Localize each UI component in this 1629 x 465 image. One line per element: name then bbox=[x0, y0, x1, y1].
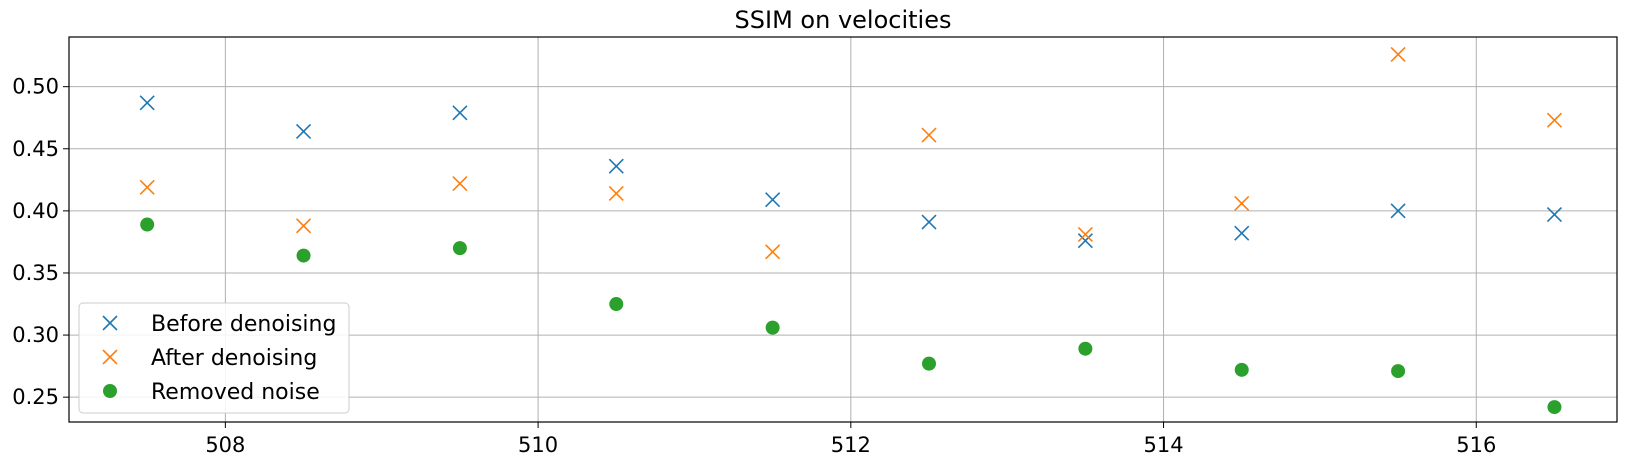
data-point-circle bbox=[609, 297, 624, 312]
legend-marker bbox=[103, 384, 117, 398]
chart-title: SSIM on velocities bbox=[735, 6, 952, 34]
series-2 bbox=[139, 46, 1563, 260]
data-point-x-marker bbox=[295, 218, 312, 234]
x-tick-label: 514 bbox=[1143, 433, 1183, 457]
legend: Before denoising After denoising Removed n… bbox=[78, 302, 350, 414]
legend-label: Before denoising bbox=[151, 312, 336, 337]
data-point-circle bbox=[296, 248, 311, 263]
data-marks bbox=[139, 46, 1563, 415]
y-tick-label: 0.50 bbox=[12, 75, 59, 99]
data-point-circle bbox=[922, 356, 936, 371]
data-point-x-marker bbox=[452, 105, 468, 121]
data-point-x-marker bbox=[1077, 233, 1093, 249]
series-3 bbox=[140, 217, 1562, 415]
x-tick-label: 512 bbox=[831, 433, 871, 457]
data-point-x-marker bbox=[1077, 226, 1093, 243]
data-point-circle bbox=[1391, 364, 1406, 379]
data-point-circle bbox=[765, 320, 780, 335]
data-point-x-marker bbox=[295, 123, 312, 139]
x-tick-label: 510 bbox=[518, 433, 558, 457]
y-tick-label: 0.25 bbox=[12, 385, 59, 409]
data-point-x-marker bbox=[765, 244, 781, 260]
data-point-x-marker bbox=[452, 175, 468, 192]
legend-label: Removed noise bbox=[151, 380, 320, 405]
y-tick-label: 0.35 bbox=[12, 261, 59, 285]
data-point-x-marker bbox=[1390, 203, 1406, 219]
data-point-x-marker bbox=[1234, 195, 1250, 211]
legend-label: After denoising bbox=[151, 346, 317, 371]
data-point-x-marker bbox=[921, 127, 937, 143]
y-tick-label: 0.40 bbox=[12, 199, 59, 223]
data-point-x-marker bbox=[608, 185, 624, 202]
data-point-x-marker bbox=[139, 179, 155, 195]
data-point-circle bbox=[452, 241, 467, 256]
axis-ticks: 508 510 512 514 516 0.25 0.30 0.35 0.40 0.45 0.50 bbox=[12, 75, 1496, 457]
data-point-x-marker bbox=[765, 192, 781, 208]
x-tick-label: 508 bbox=[205, 433, 245, 457]
y-tick-label: 0.30 bbox=[12, 323, 59, 347]
data-point-circle bbox=[1078, 341, 1093, 356]
data-point-x-marker bbox=[1390, 46, 1406, 62]
series-1 bbox=[139, 95, 1563, 249]
data-point-x-marker bbox=[1234, 225, 1250, 241]
plot-frame bbox=[68, 36, 1618, 423]
data-point-x-marker bbox=[1546, 112, 1563, 128]
legend-box bbox=[78, 302, 350, 414]
data-point-circle bbox=[140, 217, 155, 232]
data-point-circle bbox=[1234, 362, 1249, 377]
data-point-x-marker bbox=[139, 95, 155, 111]
y-tick-label: 0.45 bbox=[12, 137, 59, 161]
x-tick-label: 516 bbox=[1456, 433, 1496, 457]
data-point-x-marker bbox=[921, 214, 937, 230]
data-point-x-marker bbox=[608, 158, 624, 174]
legend-marker bbox=[102, 315, 118, 331]
legend-marker bbox=[102, 349, 118, 365]
data-point-x-marker bbox=[1546, 207, 1563, 223]
data-point-circle bbox=[1547, 400, 1562, 415]
